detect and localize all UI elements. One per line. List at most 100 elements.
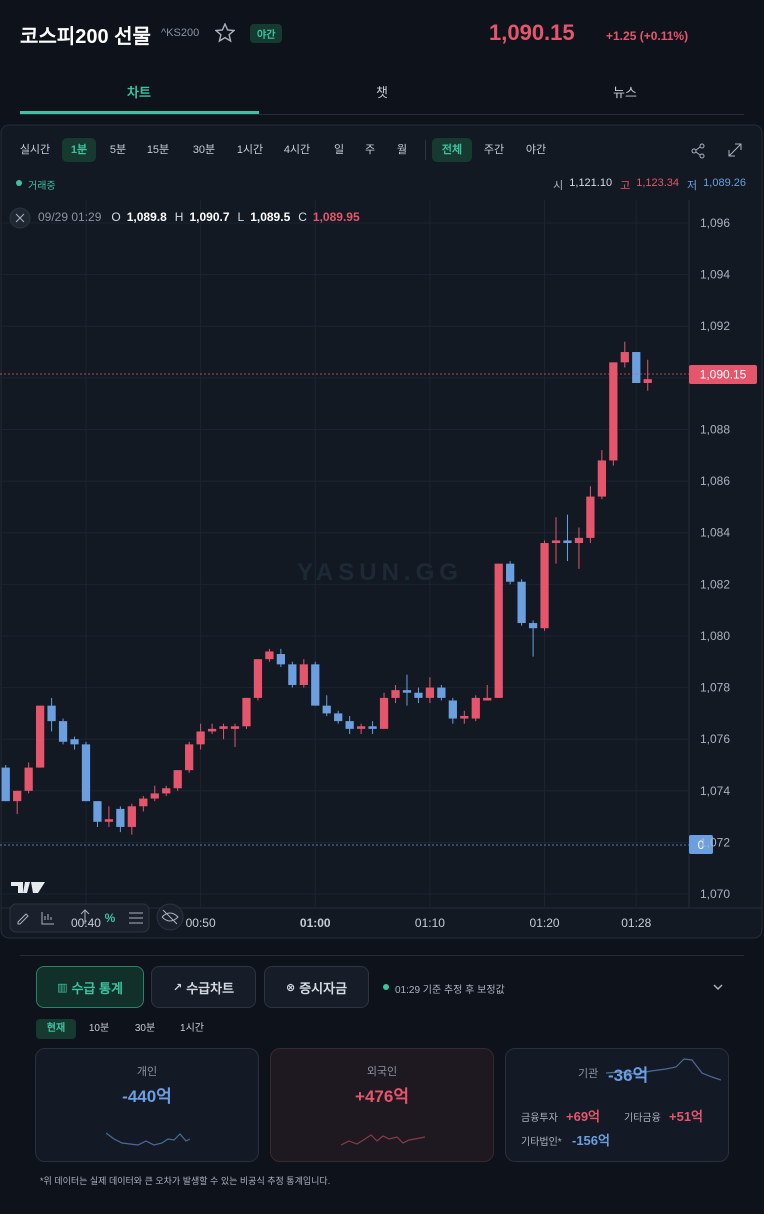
- tab[interactable]: 뉴스: [613, 85, 637, 100]
- interval-button[interactable]: 실시간: [19, 144, 51, 156]
- session-button[interactable]: 야간: [525, 144, 547, 156]
- interval-button[interactable]: 30분: [192, 144, 216, 156]
- session-button[interactable]: 전체: [432, 138, 472, 162]
- flow-button[interactable]: ↗ 수급차트: [151, 966, 256, 1008]
- title: 코스피200 선물: [20, 26, 151, 48]
- price-tag: 1,090.15: [700, 367, 747, 381]
- candle-body: [322, 705, 331, 714]
- ticker: ^KS200: [161, 27, 200, 39]
- period-button[interactable]: 30분: [134, 1023, 156, 1034]
- candle-body: [1, 767, 10, 802]
- candle-body: [368, 726, 377, 729]
- draw-toolbar: %: [9, 903, 184, 933]
- x-tick-label: 01:10: [415, 916, 445, 930]
- candle-body: [632, 352, 641, 384]
- candle-body: [643, 379, 652, 384]
- tab-divider: [20, 114, 744, 115]
- y-tick-label: 1,082: [700, 577, 730, 591]
- period-button[interactable]: 1시간: [180, 1023, 204, 1034]
- card-foreign: 외국인 +476억: [270, 1048, 494, 1162]
- interval-button[interactable]: 일: [333, 144, 345, 156]
- note-dot: [383, 984, 389, 990]
- card-individual: 개인 -440억: [35, 1048, 259, 1162]
- candle-body: [551, 540, 561, 544]
- tab[interactable]: 차트: [127, 85, 151, 100]
- candle-body: [574, 537, 584, 544]
- price: 1,090.15: [489, 20, 575, 45]
- session-badge: 야간: [250, 24, 283, 43]
- x-tick-label: 01:20: [530, 916, 560, 930]
- legend-value: 1,089.95: [312, 210, 360, 224]
- interval-button[interactable]: 15분: [146, 144, 170, 156]
- button-label: 수급차트: [186, 980, 235, 996]
- candle-body: [528, 623, 538, 629]
- candle-body: [288, 664, 297, 685]
- card-value: -440억: [122, 1087, 172, 1106]
- zero-tag-bg: [689, 835, 713, 854]
- legend-value: 1,089.8: [126, 210, 167, 224]
- period-button[interactable]: 현재: [36, 1019, 76, 1039]
- candle-body: [13, 790, 22, 802]
- candle-body: [35, 705, 45, 768]
- candle-body: [356, 726, 366, 729]
- button-label: 수급 통계: [71, 980, 123, 996]
- candle-body: [517, 581, 526, 624]
- interval-button[interactable]: 5분: [109, 144, 127, 156]
- button-icon: ⊗: [285, 981, 296, 994]
- y-tick-label: 1,086: [700, 474, 730, 488]
- stat-value: 1,121.10: [569, 177, 613, 189]
- expand-chevron[interactable]: [712, 982, 724, 992]
- card-value: -36억: [608, 1066, 649, 1085]
- session-button[interactable]: 주간: [483, 144, 505, 156]
- detail-value: +51억: [669, 1109, 704, 1124]
- interval-button[interactable]: 1시간: [236, 144, 264, 156]
- legend-value: 1,089.5: [250, 210, 291, 224]
- candle-body: [104, 819, 114, 822]
- candle-body: [540, 543, 549, 629]
- plot: [0, 200, 689, 908]
- flow-button[interactable]: ⊗ 증시자금: [264, 966, 369, 1008]
- share-expand-icons[interactable]: [691, 143, 742, 159]
- close-legend[interactable]: [9, 207, 31, 229]
- tab[interactable]: 챗: [376, 85, 388, 100]
- candle-body: [81, 744, 91, 802]
- interval-button[interactable]: 월: [396, 144, 408, 156]
- period-button[interactable]: 10분: [88, 1023, 110, 1034]
- x-tick-label: 01:28: [621, 916, 651, 930]
- interval-button[interactable]: 1분: [62, 138, 96, 162]
- candle-body: [196, 731, 205, 745]
- chart-panel: [0, 124, 763, 939]
- stat-value: 1,089.26: [703, 177, 746, 189]
- y-tick-label: 1,072: [700, 835, 730, 849]
- candle-body: [219, 726, 228, 729]
- candle-body: [425, 687, 435, 698]
- stat-value: 1,123.34: [636, 177, 680, 189]
- interval-button[interactable]: 주: [364, 144, 376, 156]
- candle-body: [47, 705, 56, 722]
- candle-body: [265, 651, 274, 660]
- price-tag-bg: [689, 364, 757, 384]
- candle-body: [506, 563, 515, 582]
- candle-body: [230, 726, 240, 729]
- candle-body: [276, 654, 286, 665]
- sparkline: [606, 1058, 721, 1081]
- candle-body: [311, 664, 320, 706]
- candle-body: [253, 659, 263, 698]
- interval-button[interactable]: 4시간: [283, 144, 311, 156]
- flow-button[interactable]: ▥ 수급 통계: [36, 966, 144, 1008]
- candle-body: [471, 697, 480, 719]
- candle-body: [460, 715, 469, 719]
- y-tick-label: 1,074: [700, 784, 730, 798]
- legend-label: O: [111, 210, 121, 224]
- y-tick-label: 1,070: [700, 887, 730, 901]
- tab-indicator: [20, 111, 259, 114]
- candle-body: [563, 540, 572, 544]
- candle-body: [116, 808, 125, 827]
- candle-body: [58, 721, 68, 742]
- candle-body: [414, 692, 423, 698]
- detail-value: -156억: [572, 1133, 610, 1148]
- card-institution: 기관 -36억 금융투자 +69억 기타금융 +51억 기타법인* -156억: [505, 1048, 729, 1162]
- candle-body: [448, 700, 457, 719]
- favorite-star[interactable]: [215, 23, 235, 43]
